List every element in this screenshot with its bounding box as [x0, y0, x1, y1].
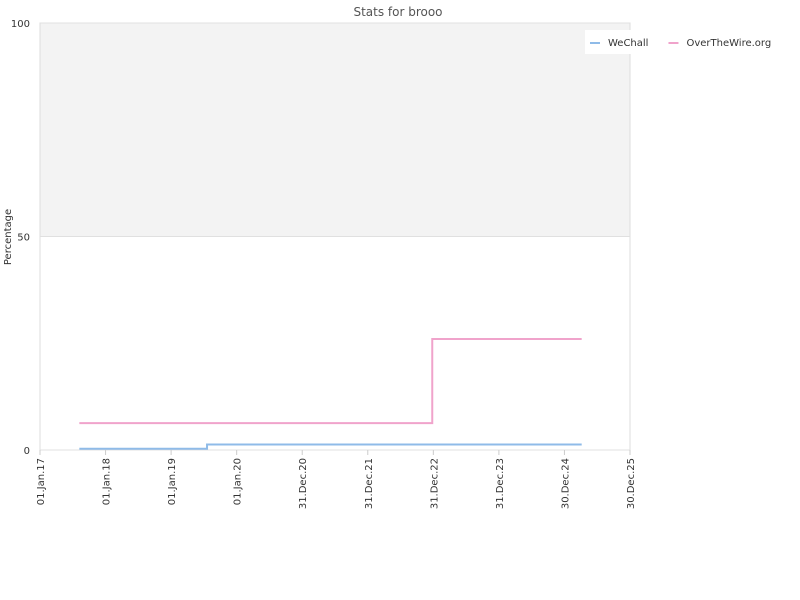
series-line: [79, 337, 582, 425]
series-line: [79, 443, 582, 450]
x-tick-label: 30.Dec.25: [626, 458, 637, 509]
x-tick-label: 01.Jan.17: [36, 458, 47, 505]
y-tick-label: 50: [17, 233, 30, 244]
x-tick-label: 01.Jan.18: [102, 458, 113, 505]
x-tick-label: 31.Dec.23: [495, 458, 506, 509]
legend: [585, 30, 785, 54]
x-tick-label: 31.Dec.20: [298, 458, 309, 509]
y-tick-label: 100: [11, 19, 30, 30]
chart-title: Stats for brooo: [353, 5, 442, 19]
plot-band: [40, 23, 630, 237]
x-tick-label: 01.Jan.20: [233, 458, 244, 505]
y-tick-label: 0: [24, 446, 30, 457]
x-tick-label: 30.Dec.24: [560, 458, 571, 509]
x-tick-label: 31.Dec.21: [364, 458, 375, 509]
x-tick-label: 01.Jan.19: [167, 458, 178, 505]
y-axis-label: Percentage: [3, 209, 14, 265]
legend-label: OverTheWire.org: [686, 38, 771, 49]
legend-label: WeChall: [608, 38, 648, 49]
x-tick-label: 31.Dec.22: [429, 458, 440, 509]
